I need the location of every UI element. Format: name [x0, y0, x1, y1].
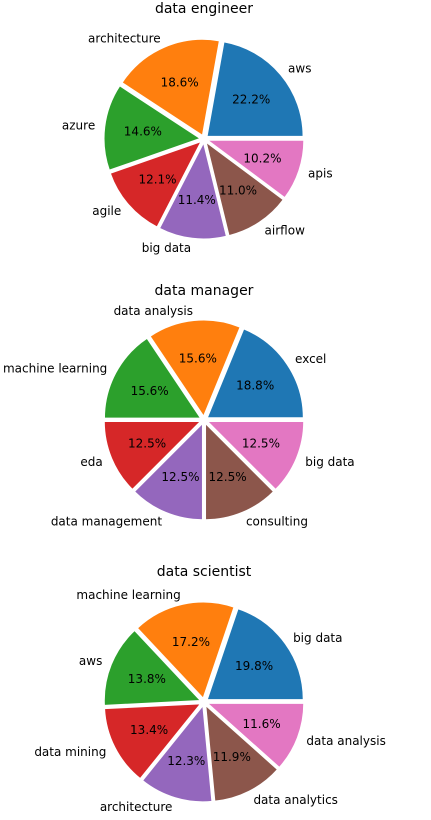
pie-chart-data-scientist: data scientist 19.8% big data 17.2% machine…: [34, 564, 386, 814]
pie-percent-label-data-analysis: 15.6%: [179, 352, 217, 366]
pie-category-label-architecture: architecture: [88, 31, 161, 45]
pie-category-label-big-data: big data: [293, 631, 342, 645]
pie-slice-machine-learning: [103, 337, 202, 419]
pie-percent-label-data-management: 12.5%: [161, 470, 199, 484]
pie-category-label-data-mining: data mining: [34, 745, 106, 759]
pie-percent-label-apis: 10.2%: [243, 151, 281, 165]
pie-slice-data-analytics: [205, 704, 279, 802]
pie-percent-label-airflow: 11.0%: [219, 183, 257, 197]
pie-slice-aws: [103, 629, 202, 706]
pie-percent-label-machine-learning: 15.6%: [131, 384, 169, 398]
pie-percent-label-data-analytics: 11.9%: [213, 750, 251, 764]
pie-percent-label-excel: 18.8%: [236, 379, 274, 393]
pie-percent-label-machine-learning: 17.2%: [172, 635, 210, 649]
pie-category-label-azure: azure: [62, 119, 95, 133]
pie-slice-data-management: [133, 422, 203, 521]
pie-slice-apis: [206, 139, 305, 199]
pie-percent-label-big-data: 12.5%: [242, 437, 280, 451]
pie-slice-azure: [103, 85, 202, 171]
pie-percent-label-big-data: 19.8%: [235, 659, 273, 673]
pie-category-label-consulting: consulting: [246, 514, 308, 528]
pie-category-label-big-data: big data: [305, 455, 354, 469]
pie-slice-architecture: [141, 704, 213, 803]
pie-percent-label-consulting: 12.5%: [209, 470, 247, 484]
pie-slice-airflow: [205, 141, 284, 237]
pie-percent-label-eda: 12.5%: [128, 437, 166, 451]
pie-percent-label-architecture: 18.6%: [161, 75, 199, 89]
pie-slice-big-data: [158, 141, 227, 240]
pie-category-label-big-data: big data: [142, 241, 191, 255]
pie-slice-agile: [109, 140, 202, 228]
pie-slice-excel: [206, 328, 304, 419]
pie-category-label-machine-learning: machine learning: [3, 361, 107, 375]
pie-category-label-agile: agile: [92, 204, 121, 218]
pie-category-label-airflow: airflow: [265, 223, 306, 237]
pie-percent-label-azure: 14.6%: [124, 124, 162, 138]
pie-category-label-aws: aws: [288, 62, 311, 76]
pie-percent-label-agile: 12.1%: [138, 172, 176, 186]
pie-slice-big-data: [206, 421, 305, 491]
pie-chart-data-engineer: data engineer 22.2% aws 18.6% architecture 1…: [62, 1, 333, 255]
chart-title: data manager: [155, 283, 254, 299]
pie-category-label-architecture: architecture: [100, 800, 173, 814]
pie-slice-data-analysis: [206, 702, 305, 769]
pie-slice-data-analysis: [149, 319, 241, 418]
pie-slice-machine-learning: [136, 601, 235, 700]
pie-category-label-data-analytics: data analytics: [253, 793, 337, 807]
pie-percent-label-data-analysis: 11.6%: [242, 717, 280, 731]
pie-category-label-aws: aws: [79, 654, 102, 668]
pie-category-label-apis: apis: [308, 166, 333, 180]
pie-slice-data-mining: [104, 703, 202, 780]
pie-category-label-data-analysis: data analysis: [114, 304, 193, 318]
pie-percent-label-big-data: 11.4%: [178, 193, 216, 207]
pie-slice-eda: [103, 421, 202, 491]
chart-title: data scientist: [157, 564, 252, 580]
pie-category-label-eda: eda: [80, 455, 102, 469]
pie-percent-label-aws: 13.8%: [128, 672, 166, 686]
pie-slice-consulting: [205, 422, 275, 521]
pie-percent-label-data-mining: 13.4%: [130, 723, 168, 737]
chart-title: data engineer: [155, 1, 253, 17]
pie-slice-aws: [206, 41, 304, 137]
pie-chart-data-manager: data manager 18.8% excel 15.6% data analysi…: [3, 283, 355, 528]
pie-percent-label-aws: 22.2%: [232, 92, 270, 106]
pie-category-label-excel: excel: [295, 352, 326, 366]
pie-percent-label-architecture: 12.3%: [167, 754, 205, 768]
pie-category-label-data-management: data management: [51, 514, 163, 528]
pie-category-label-data-analysis: data analysis: [306, 734, 385, 748]
pie-slice-big-data: [206, 608, 304, 701]
pie-category-label-machine-learning: machine learning: [76, 588, 180, 602]
pie-slice-architecture: [121, 38, 220, 137]
